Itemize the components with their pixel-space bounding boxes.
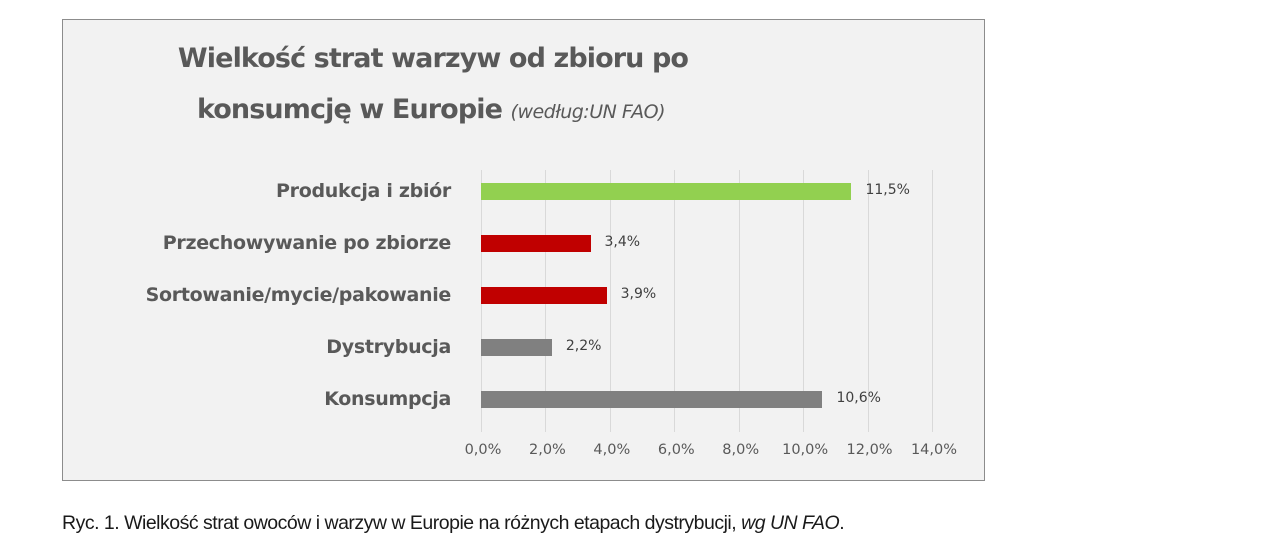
bar — [481, 182, 852, 200]
gridline — [932, 170, 933, 432]
bar — [481, 234, 591, 252]
data-label: 10,6% — [836, 390, 881, 406]
x-tick-label: 14,0% — [910, 442, 958, 458]
figure-caption: Ryc. 1. Wielkość strat owoców i warzyw w… — [62, 512, 845, 535]
caption-end: . — [839, 512, 845, 534]
chart-title-line2: konsumcję w Europie (według:UN FAO) — [21, 94, 841, 125]
x-tick-label: 2,0% — [529, 442, 566, 458]
chart-title-line1: Wielkość strat warzyw od zbioru po — [177, 43, 689, 74]
gridline — [609, 170, 611, 432]
gridline — [674, 170, 676, 432]
x-tick-label: 12,0% — [846, 442, 893, 458]
x-tick-label: 4,0% — [593, 442, 631, 458]
bar — [481, 390, 823, 408]
category-label: Produkcja i zbiór — [276, 180, 451, 202]
caption-source: wg UN FAO — [741, 512, 840, 534]
gridline — [803, 170, 805, 432]
category-label: Przechowywanie po zbiorze — [162, 232, 452, 254]
category-label: Konsumpcja — [324, 388, 451, 410]
data-label: 3,4% — [604, 234, 641, 250]
chart-subtitle: (według:UN FAO) — [510, 101, 666, 123]
bar — [481, 338, 552, 356]
category-label: Sortowanie/mycie/pakowanie — [145, 284, 452, 306]
data-label: 3,9% — [620, 286, 657, 302]
data-label: 2,2% — [565, 338, 602, 354]
bar — [481, 286, 607, 304]
x-tick-label: 8,0% — [722, 442, 760, 458]
gridline — [867, 170, 869, 432]
gridline — [738, 170, 740, 432]
x-tick-label: 10,0% — [782, 442, 829, 458]
caption-text: Ryc. 1. Wielkość strat owoców i warzyw w… — [62, 512, 742, 534]
x-tick-label: 0,0% — [464, 442, 502, 458]
chart-title-main: konsumcję w Europie — [196, 94, 503, 125]
data-label: 11,5% — [865, 182, 910, 198]
category-label: Dystrybucja — [326, 336, 451, 358]
chart-area: Wielkość strat warzyw od zbioru po konsu… — [62, 19, 985, 481]
x-tick-label: 6,0% — [657, 442, 695, 458]
